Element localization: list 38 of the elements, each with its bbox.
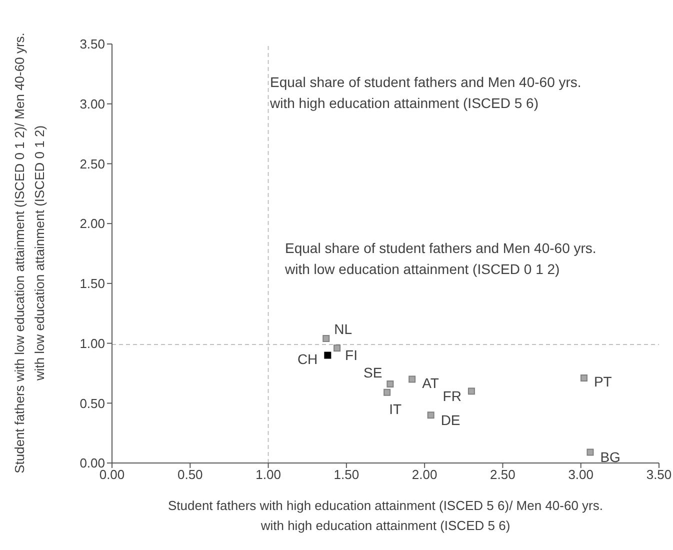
x-tick-label: 3.00 [568, 467, 594, 482]
point [586, 448, 594, 456]
x-tick-label: 2.00 [412, 467, 438, 482]
annotation: NL [334, 321, 352, 338]
x-tick-label: 1.50 [334, 467, 360, 482]
annotation: IT [389, 401, 402, 418]
annotation: PT [594, 374, 612, 390]
point [334, 344, 341, 352]
annotation: SE [364, 364, 382, 381]
x-tick-label: 1.00 [256, 467, 281, 482]
point [468, 388, 475, 395]
y-tick-label: 2.00 [80, 216, 105, 232]
y-tick-label: 2.50 [80, 156, 105, 172]
point [408, 376, 416, 383]
annotation: AT [422, 374, 440, 391]
x-tick-label: 0.50 [177, 467, 203, 482]
annotation: Equal share of student fathers and Men 40-60 yrs. with low education attainment (ISCED 0 1 2) [285, 239, 598, 279]
point [384, 388, 391, 396]
y-axis-title: Student fathers with low education attainment (ISCED 0 1 2)/ Men 40-60 yrs. with low education attainment (ISCED 0 1 2) [11, 32, 48, 476]
point [427, 412, 434, 419]
point [386, 380, 394, 388]
y-tick-label: 0.50 [80, 396, 105, 411]
y-tick-label: 1.00 [80, 336, 105, 351]
y-tick-label: 3.00 [80, 96, 105, 112]
point [324, 352, 332, 359]
x-tick-label: 3.50 [646, 467, 672, 482]
point [322, 334, 330, 342]
annotation: FI [345, 346, 358, 363]
annotation: BG [600, 448, 620, 465]
annotation: DE [440, 412, 460, 428]
annotation: FR [442, 388, 462, 404]
y-tick-label: 1.50 [80, 276, 105, 292]
x-axis-title: Student fathers with high education attainment (ISCED 5 6)/ Men 40-60 yrs. with high education attainment (ISCED 5 6) [166, 497, 604, 535]
y-tick-label: 3.50 [80, 36, 105, 52]
x-tick-label: 2.50 [490, 467, 516, 482]
annotation: CH [297, 350, 318, 367]
annotation: Equal share of student fathers and Men 40-60 yrs. with high education attainment (ISCED 5 6) [270, 73, 582, 113]
point [580, 374, 588, 382]
